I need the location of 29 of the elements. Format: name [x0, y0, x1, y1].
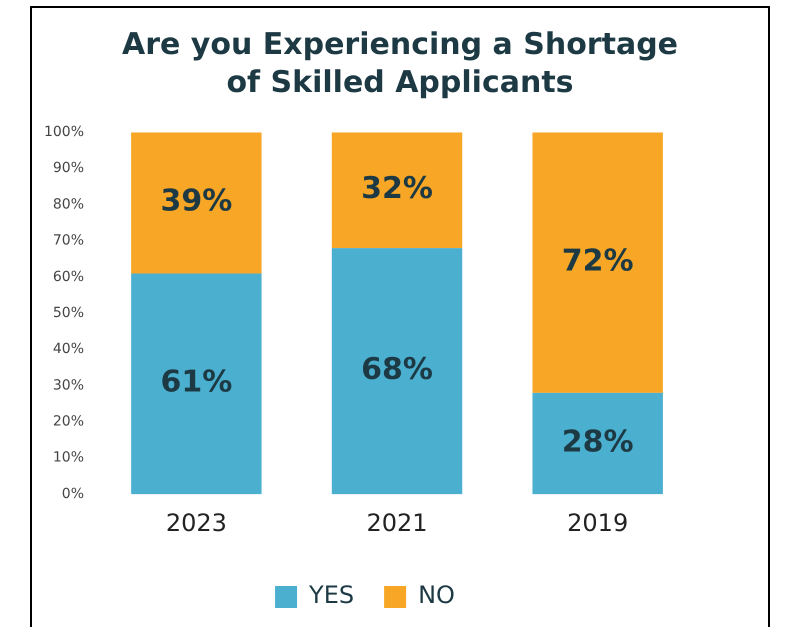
data-label: 39% — [160, 184, 232, 219]
legend-label: YES — [308, 581, 354, 610]
y-tick-label: 20% — [52, 413, 84, 430]
bar — [532, 132, 663, 393]
y-tick-label: 10% — [52, 450, 84, 466]
data-label: 72% — [562, 243, 634, 278]
data-label: 68% — [361, 352, 433, 387]
data-label: 32% — [361, 171, 433, 206]
bar — [532, 392, 663, 494]
y-tick-label: 50% — [52, 304, 84, 321]
x-tick-label: 2023 — [166, 508, 227, 537]
y-tick-label: 100% — [44, 124, 84, 140]
x-tick-label: 2021 — [366, 508, 428, 537]
y-tick-label: 30% — [52, 377, 84, 394]
bar — [131, 132, 262, 274]
y-tick-label: 70% — [52, 232, 84, 249]
data-label: 28% — [562, 424, 634, 460]
y-tick-label: 40% — [52, 341, 84, 358]
y-tick-label: 80% — [52, 196, 84, 212]
chart-title: Are you Experiencing a Shortage of Skilled Applicants — [120, 26, 680, 102]
x-tick-label: 2019 — [567, 508, 628, 537]
data-label: 61% — [160, 364, 232, 400]
bar — [332, 248, 462, 494]
y-tick-label: 0% — [62, 486, 84, 502]
y-tick-label: 90% — [52, 160, 84, 176]
legend-label: NO — [418, 581, 455, 610]
bar — [131, 274, 262, 494]
bar — [332, 132, 462, 248]
y-tick-label: 60% — [52, 268, 84, 285]
